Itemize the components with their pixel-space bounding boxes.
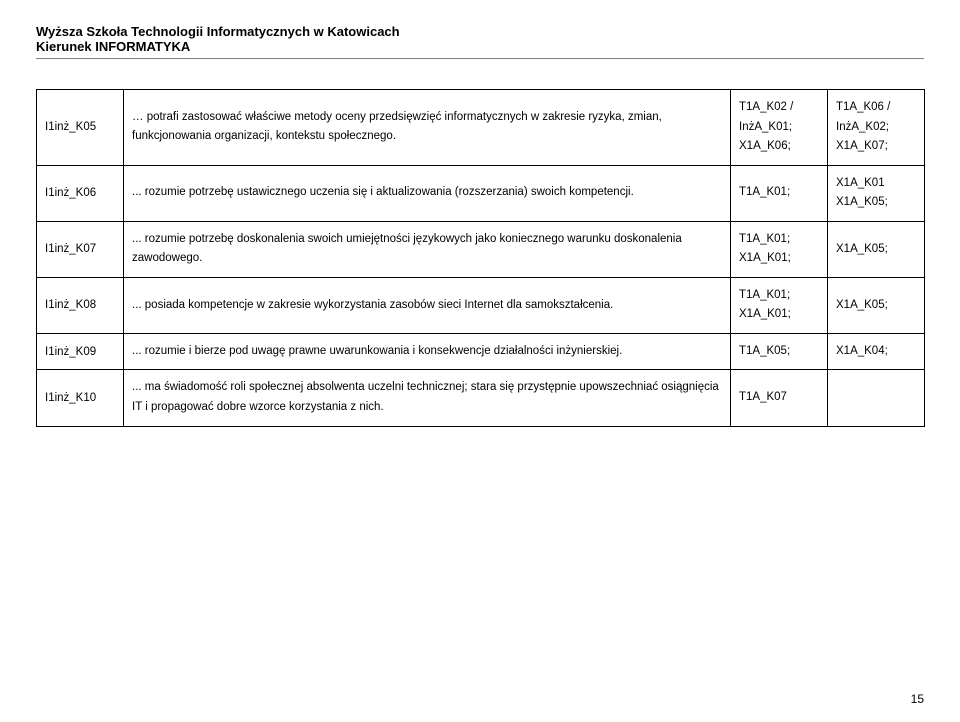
row-ref1: T1A_K02 / InżA_K01; X1A_K06; [731, 90, 828, 166]
row-desc: … potrafi zastosować właściwe metody oce… [124, 90, 731, 166]
table-row: I1inż_K06 ... rozumie potrzebę ustawiczn… [37, 165, 925, 221]
page-number: 15 [911, 692, 924, 706]
row-desc: ... rozumie i bierze pod uwagę prawne uw… [124, 333, 731, 370]
competencies-table: I1inż_K05 … potrafi zastosować właściwe … [36, 89, 925, 427]
table-row: I1inż_K08 ... posiada kompetencje w zakr… [37, 277, 925, 333]
row-ref2: X1A_K05; [828, 221, 925, 277]
header-program: Kierunek INFORMATYKA [36, 39, 924, 54]
page: Wyższa Szkoła Technologii Informatycznyc… [0, 0, 960, 722]
header-institution: Wyższa Szkoła Technologii Informatycznyc… [36, 24, 924, 39]
row-ref1: T1A_K01; X1A_K01; [731, 221, 828, 277]
row-ref1: T1A_K01; [731, 165, 828, 221]
row-desc: ... rozumie potrzebę ustawicznego uczeni… [124, 165, 731, 221]
row-ref2: X1A_K01 X1A_K05; [828, 165, 925, 221]
table-row: I1inż_K05 … potrafi zastosować właściwe … [37, 90, 925, 166]
row-ref2: X1A_K04; [828, 333, 925, 370]
row-desc: ... posiada kompetencje w zakresie wykor… [124, 277, 731, 333]
row-ref2 [828, 370, 925, 426]
row-desc: ... rozumie potrzebę doskonalenia swoich… [124, 221, 731, 277]
row-ref2: X1A_K05; [828, 277, 925, 333]
row-code: I1inż_K05 [37, 90, 124, 166]
row-ref2: T1A_K06 / InżA_K02; X1A_K07; [828, 90, 925, 166]
page-header: Wyższa Szkoła Technologii Informatycznyc… [36, 24, 924, 59]
row-ref1: T1A_K07 [731, 370, 828, 426]
row-code: I1inż_K07 [37, 221, 124, 277]
row-code: I1inż_K06 [37, 165, 124, 221]
row-desc: ... ma świadomość roli społecznej absolw… [124, 370, 731, 426]
table-row: I1inż_K07 ... rozumie potrzebę doskonale… [37, 221, 925, 277]
row-ref1: T1A_K05; [731, 333, 828, 370]
row-code: I1inż_K08 [37, 277, 124, 333]
row-code: I1inż_K09 [37, 333, 124, 370]
row-ref1: T1A_K01; X1A_K01; [731, 277, 828, 333]
table-row: I1inż_K10 ... ma świadomość roli społecz… [37, 370, 925, 426]
table-row: I1inż_K09 ... rozumie i bierze pod uwagę… [37, 333, 925, 370]
row-code: I1inż_K10 [37, 370, 124, 426]
